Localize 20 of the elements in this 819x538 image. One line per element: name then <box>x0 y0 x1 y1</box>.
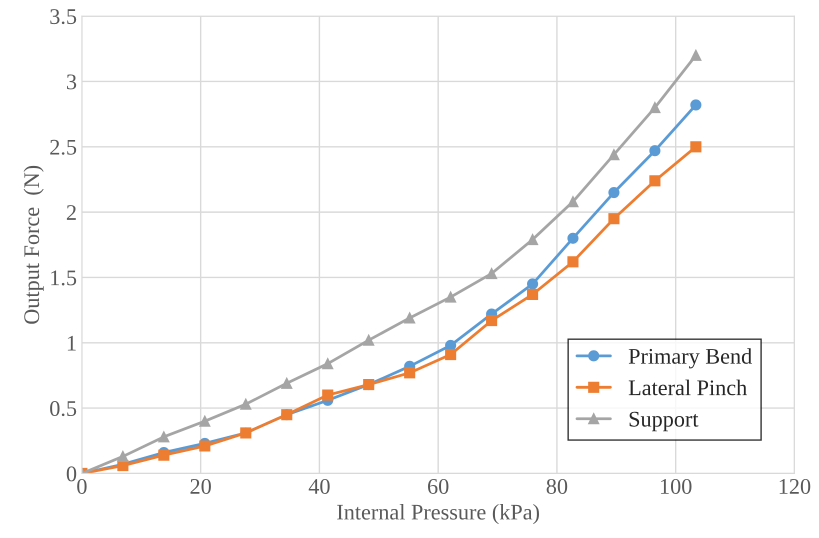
y-tick-label: 1.5 <box>51 270 76 286</box>
x-tick-label: 20 <box>190 478 211 494</box>
legend-label: Lateral Pinch <box>628 380 747 396</box>
y-tick-label: 3 <box>66 74 76 90</box>
x-tick-label: 100 <box>660 478 692 494</box>
x-tick-label: 40 <box>308 478 330 494</box>
y-tick-label: 2.5 <box>50 140 76 155</box>
legend-label: Primary Bend <box>628 348 752 368</box>
y-tick-label: 0 <box>66 466 76 482</box>
y-tick-label: 1 <box>68 336 76 350</box>
x-tick-label: 0 <box>77 478 87 494</box>
y-axis-title: Output Force (N) <box>24 166 44 324</box>
x-tick-label: 80 <box>546 478 568 494</box>
x-tick-label: 120 <box>780 478 810 494</box>
legend-label: Support <box>630 412 698 432</box>
y-tick-label: 0.5 <box>50 401 76 416</box>
y-tick-label: 2 <box>66 205 76 220</box>
x-tick-label: 60 <box>428 478 448 494</box>
x-axis-title: Internal Pressure (kPa) <box>337 504 540 524</box>
y-tick-label: 3.5 <box>50 9 76 24</box>
